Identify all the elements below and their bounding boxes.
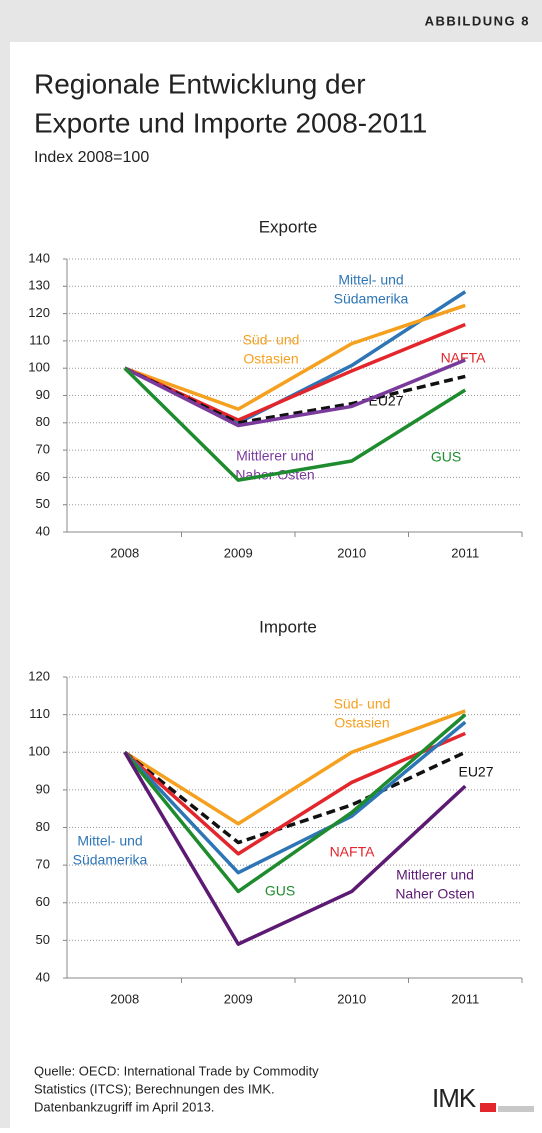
figure-label: ABBILDUNG 8 [425, 13, 530, 28]
y-tick-label: 90 [36, 781, 50, 796]
series-line [124, 303, 466, 411]
series-line [123, 709, 466, 826]
chart-title: Importe [259, 617, 317, 636]
series-line [123, 366, 467, 482]
y-tick-label: 120 [28, 668, 50, 683]
y-tick-label: 70 [36, 857, 50, 872]
series-label: Mittlerer und [236, 448, 314, 464]
chart-title: Exporte [259, 217, 318, 236]
series-label: Mittel- und [338, 272, 403, 288]
y-tick-label: 110 [29, 332, 50, 347]
series-label: Südamerika [334, 291, 409, 307]
series-line [123, 750, 466, 845]
y-tick-label: 40 [36, 523, 50, 538]
series-label: Süd- und [243, 332, 300, 348]
y-tick-label: 130 [28, 278, 50, 293]
y-tick-label: 80 [36, 414, 50, 429]
source: Statistics (ITCS); Berechnungen des IMK. [34, 1081, 275, 1096]
series-label: Naher Osten [395, 886, 474, 902]
series-label: EU27 [458, 764, 493, 780]
title: Exporte und Importe 2008-2011 [34, 107, 427, 138]
logo: IMK [432, 1083, 477, 1113]
x-tick-label: 2010 [337, 545, 366, 560]
series-label: EU27 [368, 393, 403, 409]
series-line [123, 751, 467, 946]
y-tick-label: 140 [28, 250, 50, 265]
source: Quelle: OECD: International Trade by Com… [34, 1063, 319, 1078]
series-line [123, 713, 467, 894]
y-tick-label: 90 [36, 387, 50, 402]
series-label: Ostasien [243, 351, 298, 367]
series-line [123, 731, 466, 856]
y-tick-label: 40 [36, 969, 50, 984]
y-tick-label: 50 [36, 932, 50, 947]
title: Regionale Entwicklung der [34, 68, 366, 99]
y-tick-label: 70 [36, 442, 50, 457]
series-label: NAFTA [330, 844, 376, 860]
series-label: GUS [431, 449, 461, 465]
x-tick-label: 2009 [224, 991, 253, 1006]
source: Datenbankzugriff im April 2013. [34, 1099, 214, 1114]
y-tick-label: 110 [29, 706, 50, 721]
y-tick-label: 80 [36, 819, 50, 834]
x-tick-label: 2011 [451, 991, 479, 1006]
series-line [123, 720, 467, 875]
y-tick-label: 60 [36, 469, 50, 484]
subtitle: Index 2008=100 [34, 149, 149, 166]
y-tick-label: 120 [28, 305, 50, 320]
panel [10, 42, 542, 1128]
series-label: Ostasien [334, 715, 389, 731]
logo-mark [498, 1106, 534, 1112]
x-tick-label: 2011 [451, 545, 479, 560]
series-label: GUS [265, 883, 295, 899]
series-label: NAFTA [441, 350, 487, 366]
x-tick-label: 2009 [224, 545, 253, 560]
series-label: Süd- und [334, 696, 391, 712]
x-tick-label: 2010 [337, 991, 366, 1006]
y-tick-label: 100 [28, 744, 50, 759]
series-label: Mittel- und [77, 833, 142, 849]
series-label: Südamerika [73, 852, 148, 868]
x-tick-label: 2008 [110, 991, 139, 1006]
y-tick-label: 100 [28, 360, 50, 375]
logo-mark [480, 1103, 496, 1112]
x-tick-label: 2008 [110, 545, 139, 560]
series-line [123, 358, 466, 428]
y-tick-label: 50 [36, 496, 50, 511]
y-tick-label: 60 [36, 894, 50, 909]
series-label: Mittlerer und [396, 867, 474, 883]
